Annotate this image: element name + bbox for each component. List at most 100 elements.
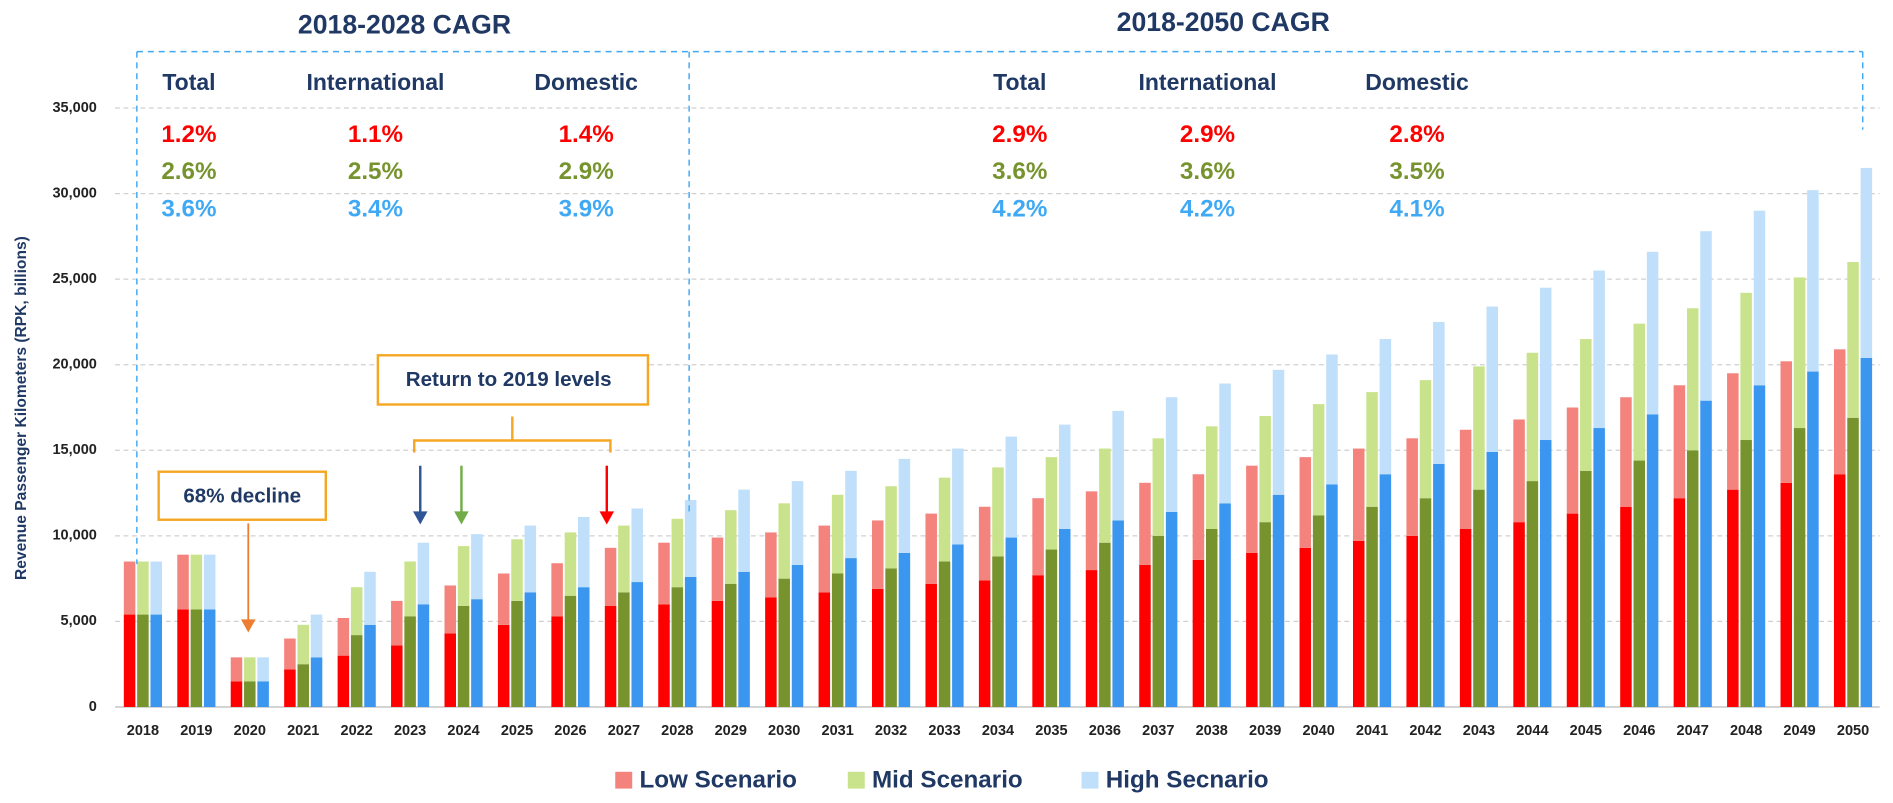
- bar-upper: [1633, 323, 1646, 461]
- bar-upper: [1112, 410, 1124, 521]
- bar-upper: [1058, 424, 1071, 530]
- x-tick-label: 2018: [127, 723, 159, 739]
- legend-swatch: [615, 771, 633, 789]
- callout-text: Return to 2019 levels: [406, 368, 612, 391]
- bar-upper: [1620, 397, 1632, 507]
- bar-lower: [1165, 511, 1178, 707]
- callout-box: [157, 470, 328, 521]
- bar-lower: [1807, 371, 1819, 707]
- bar-upper: [1646, 251, 1659, 415]
- x-tick-label: 2037: [1142, 723, 1174, 739]
- bar-upper: [1045, 457, 1058, 550]
- cagr-value: 4.2%: [992, 195, 1047, 222]
- bar-lower: [177, 609, 189, 707]
- bar-lower: [885, 568, 897, 707]
- cagr-value: 2.8%: [1389, 121, 1444, 148]
- y-axis-label: Revenue Passenger Kilometers (RPK, billi…: [13, 236, 30, 580]
- bar-lower: [1379, 474, 1392, 707]
- bar-upper: [1486, 306, 1499, 452]
- bar-lower: [1566, 513, 1579, 707]
- y-tick-label: 35,000: [52, 100, 96, 116]
- bar-upper: [1005, 436, 1018, 538]
- bar-upper: [1727, 373, 1739, 490]
- bar-lower: [1486, 451, 1499, 707]
- bar-upper: [350, 587, 363, 636]
- callout-text: 68% decline: [183, 484, 301, 507]
- legend-label: Mid Scenario: [872, 767, 1023, 794]
- bar-upper: [190, 554, 203, 610]
- bar-lower: [471, 599, 483, 707]
- legend-swatch: [847, 771, 865, 789]
- bar-lower: [711, 600, 724, 707]
- bar-lower: [1620, 506, 1632, 707]
- bar-upper: [417, 542, 430, 605]
- x-tick-label: 2031: [821, 723, 853, 739]
- bar-upper: [150, 561, 162, 615]
- bar-lower: [1686, 450, 1699, 707]
- bar-lower: [244, 681, 256, 707]
- cagr-value: 1.4%: [559, 121, 614, 148]
- bar-lower: [684, 576, 697, 707]
- bar-lower: [1366, 506, 1378, 707]
- bar-lower: [778, 578, 790, 707]
- x-tick-label: 2044: [1516, 723, 1548, 739]
- bar-upper: [310, 614, 323, 658]
- x-tick-label: 2049: [1783, 723, 1815, 739]
- bar-upper: [1539, 287, 1552, 441]
- y-tick-label: 10,000: [52, 528, 96, 544]
- bar-lower: [578, 587, 590, 707]
- bar-upper: [872, 520, 884, 589]
- bar-lower: [391, 645, 403, 707]
- bar-lower: [457, 606, 470, 707]
- bar-upper: [1686, 308, 1699, 451]
- bar-lower: [1205, 529, 1218, 707]
- bar-lower: [364, 624, 376, 707]
- bar-lower: [1593, 428, 1605, 707]
- x-tick-label: 2033: [928, 723, 960, 739]
- bar-lower: [297, 664, 309, 707]
- bar-upper: [1700, 231, 1712, 401]
- bar-upper: [1312, 404, 1325, 516]
- bar-upper: [1526, 352, 1539, 482]
- bar-lower: [417, 604, 430, 707]
- bar-upper: [1459, 429, 1472, 530]
- bar-lower: [1513, 522, 1525, 707]
- bar-upper: [671, 518, 684, 588]
- bar-lower: [1352, 540, 1365, 707]
- bar-upper: [1847, 262, 1859, 418]
- cagr-value: 4.2%: [1180, 195, 1235, 222]
- bar-upper: [391, 600, 403, 646]
- x-tick-label: 2022: [341, 723, 373, 739]
- bar-lower: [831, 573, 844, 707]
- bar-lower: [1032, 575, 1044, 707]
- x-tick-label: 2025: [501, 723, 533, 739]
- legend-label: Low Scenario: [639, 767, 796, 794]
- bar-lower: [1326, 484, 1338, 707]
- bar-upper: [831, 494, 844, 574]
- bar-upper: [1246, 465, 1258, 553]
- x-tick-label: 2032: [875, 723, 907, 739]
- cagr-title: 2018-2050 CAGR: [1117, 7, 1330, 37]
- bar-upper: [925, 513, 937, 584]
- bar-upper: [1152, 438, 1165, 536]
- cagr-header: Total: [993, 69, 1046, 95]
- cagr-frame: [136, 50, 1864, 565]
- bar-upper: [404, 561, 416, 617]
- cagr-title: 2018-2028 CAGR: [298, 9, 511, 39]
- bar-lower: [1833, 474, 1846, 707]
- bar-upper: [1219, 383, 1231, 504]
- cagr-value: 3.4%: [348, 195, 403, 222]
- bar-lower: [1740, 440, 1752, 707]
- bar-upper: [738, 489, 750, 572]
- bar-lower: [671, 587, 684, 707]
- bar-upper: [1580, 339, 1592, 471]
- y-tick-label: 0: [89, 699, 97, 715]
- bar-lower: [1793, 428, 1806, 707]
- x-tick-label: 2030: [768, 723, 800, 739]
- x-tick-label: 2045: [1570, 723, 1602, 739]
- x-tick-label: 2041: [1356, 723, 1388, 739]
- bar-lower: [765, 597, 777, 707]
- bar-upper: [564, 532, 577, 596]
- bar-upper: [1740, 292, 1752, 441]
- bar-lower: [1473, 489, 1485, 707]
